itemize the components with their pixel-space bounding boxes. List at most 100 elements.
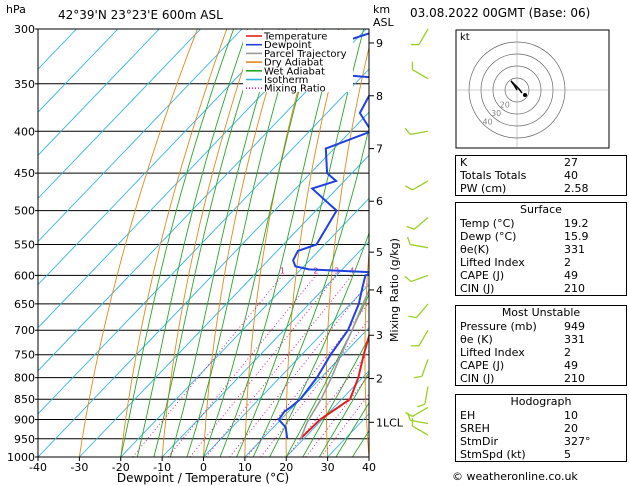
wind-barb-flag (411, 61, 414, 70)
wind-barb (404, 274, 429, 283)
wet-adiabat-line (153, 29, 264, 457)
mixing-ratio-label: 2 (313, 266, 318, 275)
surface-title: Surface (520, 203, 562, 216)
temperature-tick-label: -20 (112, 461, 130, 474)
temperature-tick-label: 20 (279, 461, 293, 474)
most-unstable-title: Most Unstable (501, 306, 581, 319)
hodograph-ring-label: 30 (491, 109, 501, 118)
wind-barb (405, 180, 429, 191)
wind-barb-flag (406, 225, 415, 230)
wind-barb (406, 236, 429, 249)
wet-adiabat-line (136, 29, 249, 457)
wind-barb-staff (412, 180, 429, 191)
wind-barb-staff (421, 359, 429, 377)
wind-barb-flag (405, 411, 413, 418)
wet-adiabat-line (169, 29, 280, 457)
isotherm-line (244, 327, 369, 457)
credit-text: © weatheronline.co.uk (452, 470, 578, 483)
wind-barb (410, 329, 429, 347)
isotherm-line (38, 29, 326, 329)
wind-barb-staff (410, 419, 429, 425)
legend-item: Parcel Trajectory (264, 49, 347, 60)
parcel-trajectory-line (300, 288, 369, 439)
hodograph-table: Hodograph EH 10 SREH 20 StmDir 327° StmSpd … (455, 394, 627, 462)
legend-item: Wet Adiabat (264, 66, 325, 77)
wind-barb-staff (413, 217, 429, 230)
dewpoint-line (277, 32, 369, 439)
isotherm-line (38, 29, 119, 113)
surface-cape-row: CAPE (J) 49 (460, 269, 578, 282)
wet-adiabat-line (335, 402, 369, 457)
dry-adiabat-line (78, 29, 198, 457)
pressure-tick-label: 650 (14, 298, 35, 311)
wind-barb-flag (410, 345, 420, 347)
temperature-line (300, 332, 369, 440)
pressure-tick-label: 900 (14, 414, 35, 427)
legend-item: Isotherm (264, 75, 308, 86)
mixing-ratio-line (246, 301, 369, 457)
wind-barb-staff (418, 28, 429, 45)
surface-thetae-row: θe(K) 331 (460, 243, 585, 256)
isotherm-line (38, 29, 243, 243)
surface-dewp-row: Dewp (°C) 15.9 (460, 230, 589, 243)
wind-barb-flag (417, 403, 426, 408)
isotherm-line (38, 29, 160, 156)
hpa-axis-label: hPa (6, 3, 26, 16)
isotherm-line (38, 111, 369, 457)
km-tick-label: 8 (376, 90, 383, 103)
mixing-ratio-line (189, 275, 338, 457)
temperature-tick-label: 30 (321, 461, 335, 474)
dry-adiabat-line (403, 29, 433, 457)
wind-barb-staff (410, 243, 429, 249)
wind-barb (408, 303, 429, 319)
wind-barb (404, 127, 429, 136)
legend-item: Dewpoint (264, 40, 312, 51)
hodograph-ring-label: 20 (500, 100, 510, 109)
temperature-tick-label: -30 (70, 461, 88, 474)
wind-barb (406, 412, 429, 425)
temperature-tick-label: 10 (238, 461, 252, 474)
eh-row: EH 10 (460, 409, 578, 422)
wet-adiabat-line (269, 231, 369, 457)
mu-thetae-row: θe (K) 331 (460, 333, 585, 346)
mixing-ratio-label: 1 (280, 266, 285, 275)
pressure-tick-label: 300 (14, 23, 35, 36)
pressure-tick-label: 500 (14, 205, 35, 218)
pressure-tick-label: 450 (14, 167, 35, 180)
dry-adiabat-line (285, 29, 345, 457)
isotherm-line (38, 68, 369, 415)
sreh-row: SREH 20 (460, 422, 578, 435)
wet-adiabat-line (219, 29, 339, 457)
pressure-tick-label: 550 (14, 238, 35, 251)
km-tick-label: 3 (376, 329, 383, 342)
wind-barb (411, 417, 429, 436)
storm-motion-marker (523, 93, 527, 97)
wind-barbs (404, 28, 429, 436)
wet-adiabat-line (186, 29, 298, 457)
isotherm-line (203, 283, 369, 457)
mixing-ratio-line (229, 281, 369, 457)
legend-item: Mixing Ratio (264, 84, 326, 95)
wind-barb-flag (413, 375, 422, 379)
stmdir-row: StmDir 327° (460, 435, 591, 448)
km-tick-label: 5 (376, 246, 383, 259)
temperature-tick-label: -40 (29, 461, 47, 474)
hodograph-trace (510, 80, 523, 94)
dry-adiabat-line (364, 246, 369, 457)
dry-adiabat-line (244, 29, 316, 457)
pressure-tick-label: 600 (14, 269, 35, 282)
km-label: km (373, 3, 390, 16)
wind-barb-staff (412, 425, 429, 436)
wind-barb (411, 61, 429, 80)
wind-barb-flag (406, 412, 411, 421)
mixing-ratio-label: 15 (423, 266, 433, 275)
legend-background (243, 30, 353, 92)
totals-totals-row: Totals Totals 40 (460, 169, 578, 182)
mixing-ratio-line (167, 275, 317, 457)
datetime-header: 03.08.2022 00GMT (Base: 06) (410, 6, 591, 20)
most-unstable-table: Most Unstable Pressure (mb) 949 θe (K) 331… (455, 305, 627, 386)
wind-barb-flag (404, 275, 412, 283)
